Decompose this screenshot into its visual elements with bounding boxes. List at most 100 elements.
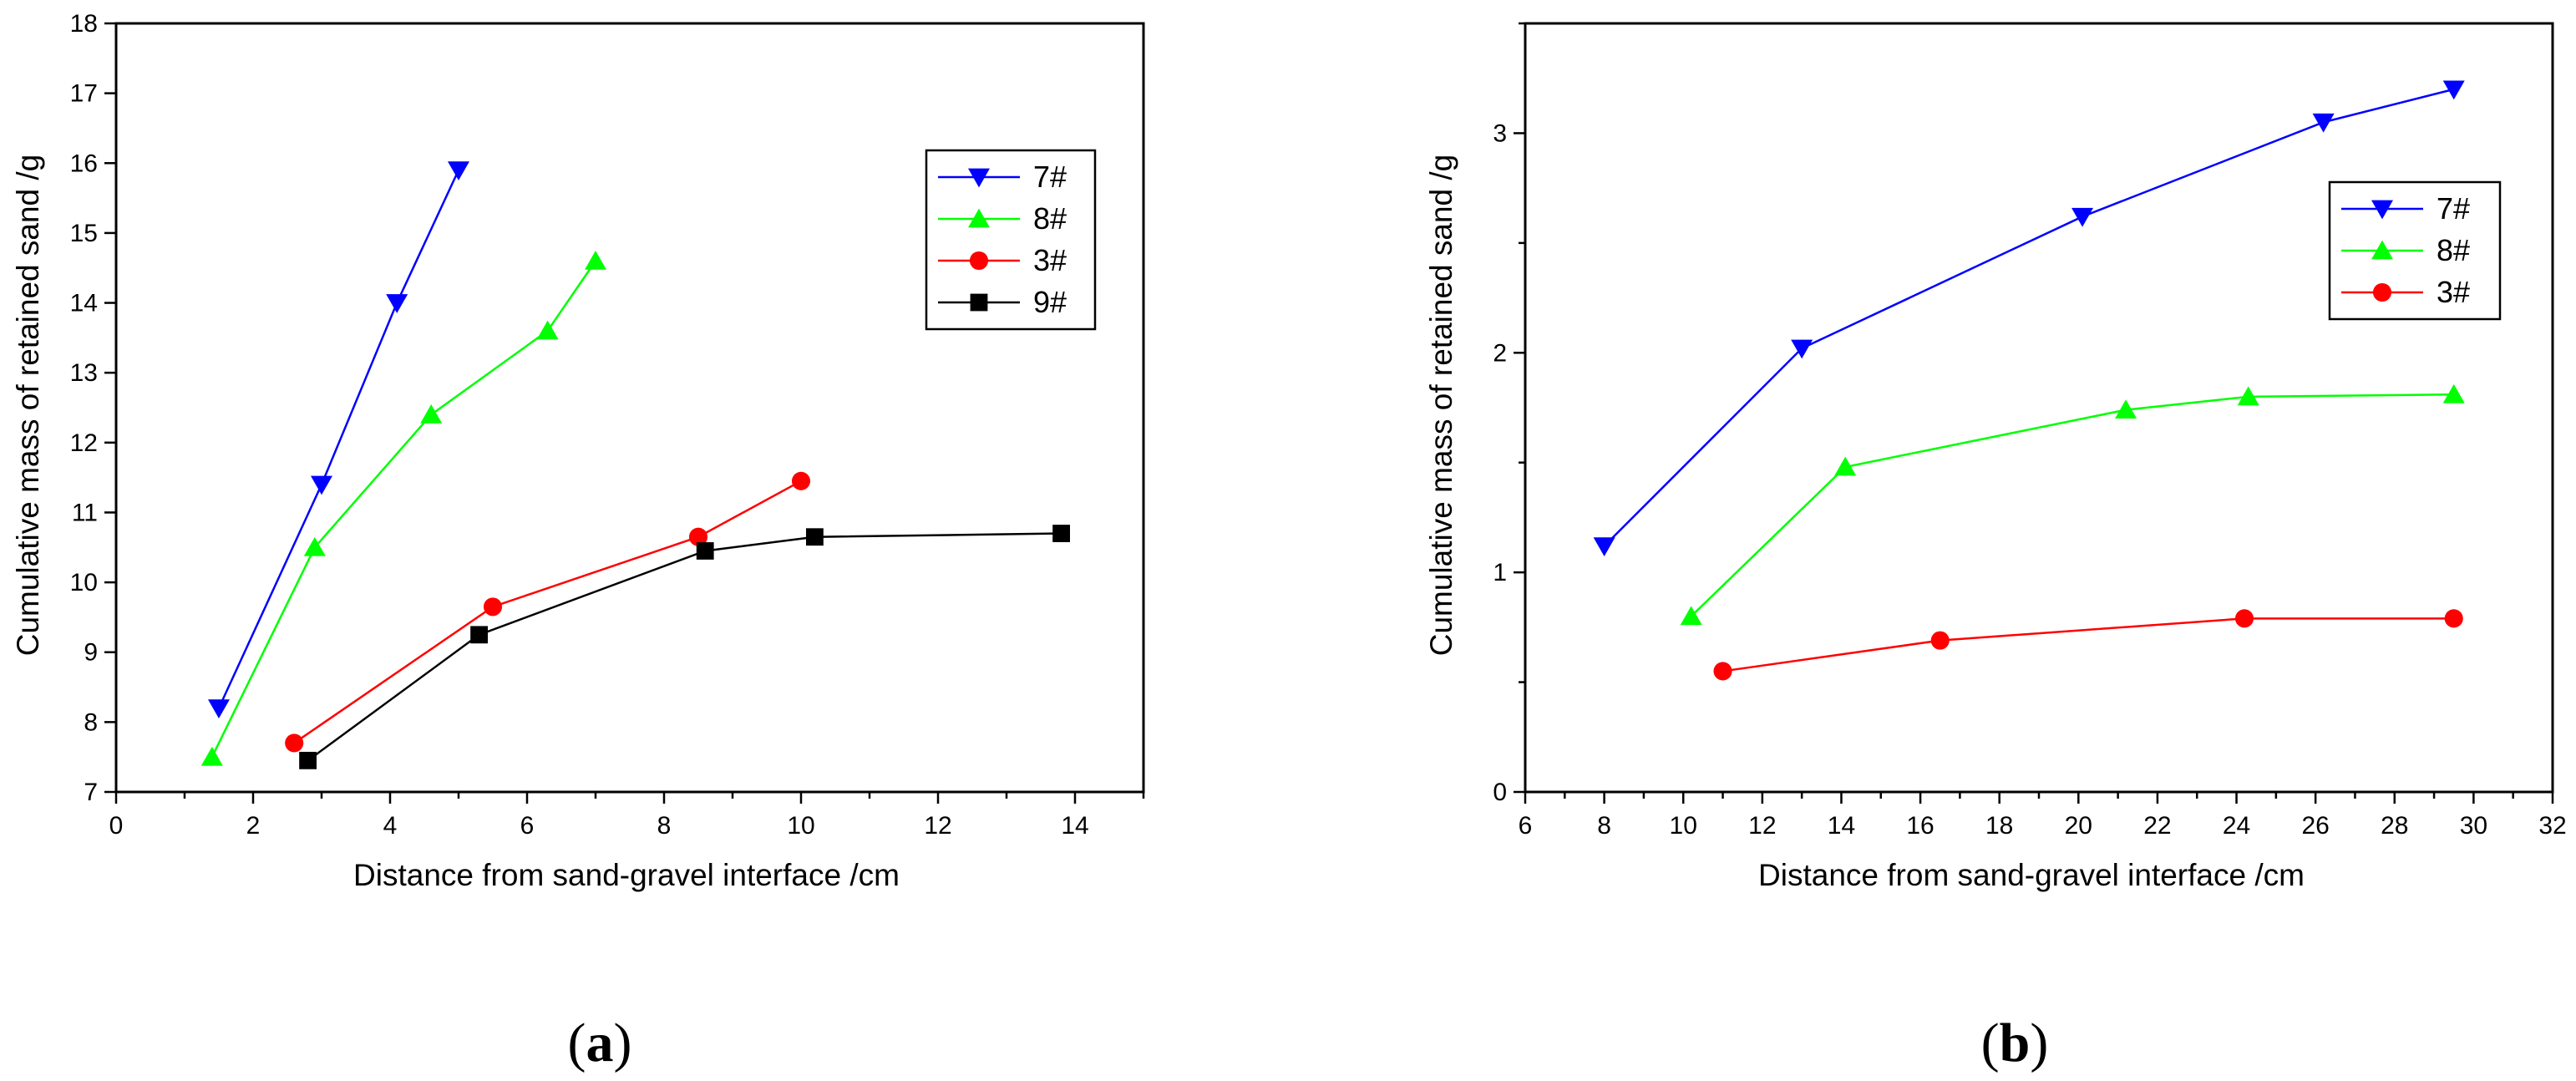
legend-marker-b-2	[2372, 282, 2392, 302]
legend-label-b-0: 7#	[2437, 191, 2470, 226]
series-line-b-2	[1722, 617, 2454, 672]
legend-marker-a-0	[968, 168, 990, 188]
data-point-a-1	[420, 404, 443, 424]
chart-panel-b: Distance from sand-gravel interface /cm …	[1424, 22, 2567, 1073]
y-tick-label-a: 7	[84, 779, 98, 806]
data-point-a-0	[208, 699, 230, 718]
legend-marker-b-1	[2371, 240, 2393, 260]
data-point-b-1	[2237, 386, 2259, 406]
data-point-a-1	[536, 320, 559, 340]
data-point-b-0	[2312, 113, 2335, 133]
y-tick-label-a: 14	[70, 290, 98, 317]
legend-marker-b-0	[2371, 200, 2393, 220]
data-point-b-0	[2442, 80, 2465, 100]
data-point-a-1	[303, 536, 326, 556]
data-point-a-1	[200, 746, 223, 766]
y-tick-label-a: 10	[70, 569, 98, 596]
y-axis-label-b: Cumulative mass of retained sand /g	[1424, 155, 1458, 657]
data-point-b-2	[1713, 662, 1732, 681]
y-tick-label-b: 2	[1493, 339, 1507, 367]
x-tick-label-b: 24	[2223, 812, 2250, 840]
data-point-a-2	[483, 597, 503, 617]
data-point-b-1	[2442, 383, 2465, 403]
data-point-b-0	[2071, 207, 2094, 227]
x-tick-label-b: 14	[1828, 812, 1855, 840]
data-point-b-0	[1791, 339, 1813, 359]
legend-label-b-2: 3#	[2437, 275, 2470, 309]
legend-label-a-2: 3#	[1033, 243, 1067, 277]
y-tick-label-a: 8	[84, 708, 98, 736]
series-line-b-1	[1690, 393, 2454, 617]
x-tick-label-b: 8	[1597, 812, 1611, 840]
data-point-a-3	[696, 542, 714, 560]
plot-frame-b	[1524, 22, 2554, 794]
data-point-b-1	[1834, 456, 1857, 476]
x-tick-label-b: 12	[1748, 812, 1776, 840]
y-tick-label-a: 17	[70, 80, 98, 108]
x-tick-label-b: 26	[2301, 812, 2329, 840]
y-tick-label-a: 9	[84, 639, 98, 667]
data-point-a-0	[311, 475, 332, 495]
plot-frame-a	[114, 22, 1145, 794]
y-tick-label-b: 3	[1493, 119, 1507, 147]
x-tick-label-a: 0	[109, 812, 124, 840]
legend-marker-a-3	[970, 293, 988, 312]
data-point-a-2	[285, 733, 304, 753]
y-tick-label-a: 13	[70, 359, 98, 387]
series-line-b-0	[1603, 88, 2455, 547]
data-point-a-0	[386, 294, 408, 313]
data-point-b-0	[1593, 537, 1615, 556]
series-line-a-2	[293, 480, 802, 744]
data-point-a-1	[585, 251, 606, 270]
data-point-a-0	[448, 161, 469, 180]
y-tick-label-b: 1	[1493, 559, 1507, 586]
x-tick-label-b: 18	[1985, 812, 2013, 840]
data-point-a-2	[791, 471, 811, 490]
legend-marker-a-1	[968, 208, 990, 228]
data-point-b-2	[1930, 631, 1950, 650]
y-tick-label-b: 0	[1493, 779, 1507, 806]
x-tick-label-b: 30	[2460, 812, 2487, 840]
y-tick-label-a: 18	[70, 10, 98, 38]
x-axis-label-b: Distance from sand-gravel interface /cm	[1758, 858, 2305, 892]
data-point-b-2	[2444, 609, 2463, 628]
data-point-a-3	[299, 751, 317, 769]
legend-label-a-3: 9#	[1033, 285, 1067, 319]
y-axis-label-a: Cumulative mass of retained sand /g	[11, 155, 45, 657]
legend-label-a-0: 7#	[1033, 160, 1067, 194]
data-point-b-1	[2115, 399, 2137, 419]
x-tick-label-b: 22	[2143, 812, 2171, 840]
x-tick-label-a: 10	[787, 812, 814, 840]
x-tick-label-b: 28	[2381, 812, 2408, 840]
chart-panel-a: Distance from sand-gravel interface /cm …	[11, 10, 1145, 1073]
x-tick-label-a: 8	[657, 812, 672, 840]
x-tick-label-a: 14	[1061, 812, 1088, 840]
panel-label-a: (a)	[568, 1012, 632, 1073]
x-tick-label-b: 6	[1519, 812, 1533, 840]
x-tick-label-b: 16	[1906, 812, 1934, 840]
data-point-a-3	[806, 528, 824, 546]
x-tick-label-b: 32	[2538, 812, 2566, 840]
data-point-a-2	[688, 527, 708, 546]
legend-label-a-1: 8#	[1033, 201, 1067, 236]
x-axis-label-a: Distance from sand-gravel interface /cm	[353, 858, 900, 892]
x-tick-label-b: 20	[2065, 812, 2092, 840]
series-line-a-1	[210, 260, 597, 758]
x-tick-label-a: 4	[383, 812, 398, 840]
x-tick-label-a: 12	[924, 812, 951, 840]
y-tick-label-a: 11	[72, 499, 98, 526]
data-point-a-3	[1052, 525, 1070, 542]
x-tick-label-a: 2	[246, 812, 261, 840]
legend-label-b-1: 8#	[2437, 233, 2470, 267]
legend-marker-a-2	[969, 251, 989, 271]
data-point-b-1	[1680, 606, 1702, 626]
legend-box-a	[925, 149, 1097, 331]
x-tick-label-b: 10	[1670, 812, 1697, 840]
series-line-a-3	[307, 532, 1062, 762]
x-tick-label-a: 6	[520, 812, 535, 840]
y-tick-label-a: 15	[70, 220, 98, 247]
data-point-a-3	[470, 626, 488, 644]
series-line-a-0	[217, 170, 460, 709]
data-point-b-2	[2234, 609, 2254, 628]
